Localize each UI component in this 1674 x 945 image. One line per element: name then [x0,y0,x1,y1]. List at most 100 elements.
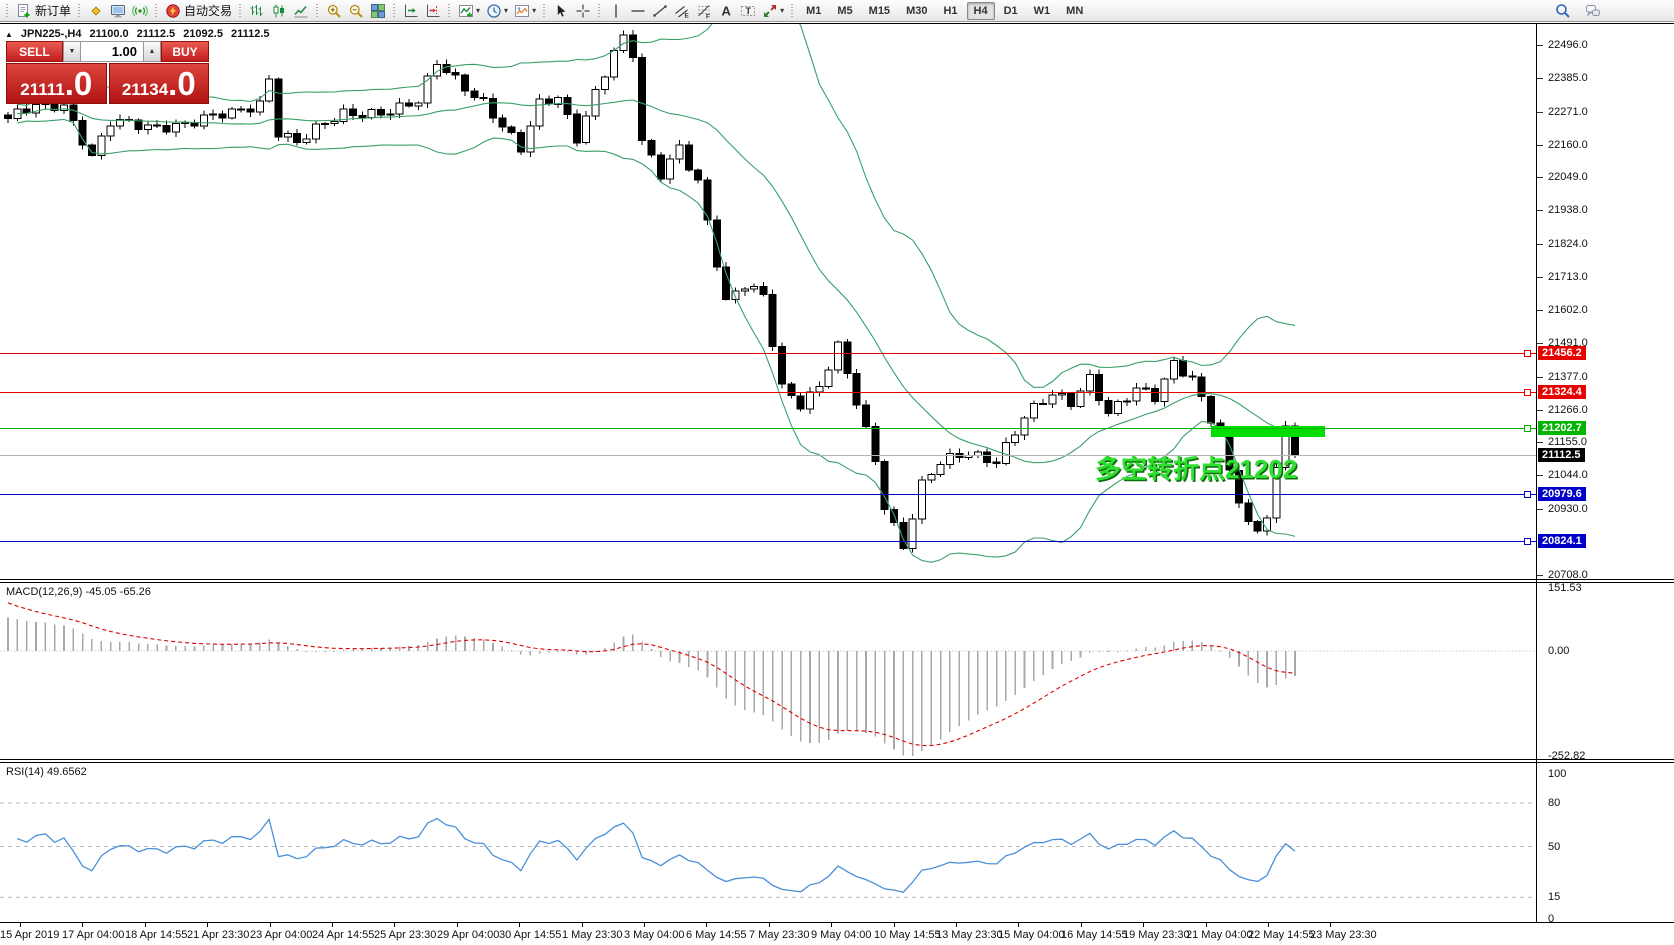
autotrading-label: 自动交易 [184,4,233,18]
candlestick-chart-icon [271,3,287,19]
signal-button[interactable] [129,1,151,21]
chevron-down-icon[interactable]: ▾ [780,6,785,15]
autotrading-button[interactable]: 自动交易 [162,1,235,21]
terminal-button[interactable] [107,1,129,21]
buy-button[interactable]: BUY [161,41,209,62]
price-tick-label: 22271.0 [1548,106,1588,118]
horizontal-line-object[interactable] [0,541,1536,542]
volume-input[interactable]: 1.00 [81,41,143,62]
timeframe-h1-button[interactable]: H1 [943,4,958,17]
time-tick [1018,923,1019,927]
rsi-indicator-panel[interactable] [0,763,1536,922]
zoom-in-button[interactable] [323,1,345,21]
time-axis[interactable]: 15 Apr 2019 17 Apr 04:00 18 Apr 14:55 21 Ap… [0,923,1674,945]
search-button[interactable] [1552,1,1574,21]
chat-button[interactable] [1582,1,1604,21]
time-tick [82,923,83,927]
zoom-out-button[interactable] [345,1,367,21]
fibonacci-button[interactable]: F [693,1,715,21]
signal-icon [132,3,148,19]
horizontal-line-button[interactable] [627,1,649,21]
line-anchor-marker[interactable] [1524,389,1531,396]
timeframe-d1-button[interactable]: D1 [1003,4,1018,17]
templates-button[interactable]: ▾ [511,1,539,21]
cursor-button[interactable] [550,1,572,21]
svg-text:F: F [706,13,710,19]
time-tick [1268,923,1269,927]
vertical-line-button[interactable] [605,1,627,21]
timeframe-m15-button[interactable]: M15 [868,4,891,17]
bar-chart-button[interactable] [246,1,268,21]
timeframe-m30-button[interactable]: M30 [906,4,928,17]
price-tick [1537,277,1543,278]
trendline-button[interactable] [649,1,671,21]
toolbar-grip [541,2,547,19]
timeframe-w1-button[interactable]: W1 [1033,4,1051,17]
text-button[interactable]: A [715,1,737,21]
ohlc-low: 21092.5 [183,28,223,40]
indicators-button[interactable]: ▾ [455,1,483,21]
chart-annotation-text[interactable]: 多空转折点21202 [1095,454,1298,484]
buy-price-frac: .0 [168,65,196,102]
horizontal-line-object[interactable] [0,353,1536,354]
time-tick [519,923,520,927]
line-anchor-marker[interactable] [1524,425,1531,432]
panel-separator[interactable] [0,579,1674,583]
line-anchor-marker[interactable] [1524,491,1531,498]
text-icon: A [718,3,734,19]
tile-windows-button[interactable] [367,1,389,21]
price-tick-label: 22385.0 [1548,72,1588,84]
profiles-button[interactable] [85,1,107,21]
ohlc-close: 21112.5 [230,28,270,40]
chevron-down-icon[interactable]: ▾ [504,6,509,15]
crosshair-button[interactable] [572,1,594,21]
line-chart-button[interactable] [290,1,312,21]
periods-icon [486,3,502,19]
buy-price-display[interactable]: 21134.0 [108,63,209,104]
volume-increase-button[interactable]: ▲ [143,41,161,62]
line-anchor-marker[interactable] [1524,350,1531,357]
macd-axis-label: 0.00 [1548,645,1570,657]
timeframe-m1-button[interactable]: M1 [806,4,822,17]
chevron-down-icon[interactable]: ▾ [532,6,537,15]
ohlc-open: 21100.0 [89,28,129,40]
time-tick [1330,923,1331,927]
new-order-button[interactable]: 新订单 [13,1,74,21]
chart-shift-button[interactable] [422,1,444,21]
macd-indicator-panel[interactable] [0,583,1536,760]
timeframe-h4-button[interactable]: H4 [966,1,995,20]
terminal-icon [110,3,126,19]
highlight-segment[interactable] [1211,426,1325,437]
new-order-label: 新订单 [35,4,72,18]
timeframe-m5-button[interactable]: M5 [837,4,853,17]
collapse-arrow-icon[interactable]: ▲ [5,29,13,39]
arrows-button[interactable]: ▾ [759,1,787,21]
rsi-label: RSI(14) 49.6562 [6,766,87,778]
equidistant-channel-button[interactable]: E [671,1,693,21]
volume-decrease-button[interactable]: ▼ [63,41,81,62]
candlestick-chart-button[interactable] [268,1,290,21]
horizontal-line-object[interactable] [0,392,1536,393]
time-tick [1143,923,1144,927]
auto-scroll-button[interactable] [400,1,422,21]
sell-button[interactable]: SELL [6,41,63,62]
periods-button[interactable]: ▾ [483,1,511,21]
horizontal-line-object[interactable] [0,428,1536,429]
chevron-down-icon[interactable]: ▾ [476,6,481,15]
line-chart-icon [293,3,309,19]
macd-canvas [0,602,1536,756]
svg-text:A: A [722,3,732,18]
price-tick [1537,377,1543,378]
line-anchor-marker[interactable] [1524,538,1531,545]
main-chart-plot[interactable]: ▲ JPN225-,H4 21100.0 21112.5 21092.5 211… [0,24,1536,580]
text-label-button[interactable]: T [737,1,759,21]
sell-price-frac: .0 [64,65,93,102]
sell-price-display[interactable]: 21111.0 [6,63,107,104]
price-axis[interactable]: 22496.0 22385.0 22271.0 22160.0 22049.0 21938… [1536,22,1674,945]
panel-separator[interactable] [0,759,1674,763]
sell-price-int: 21111 [20,80,65,99]
horizontal-line-icon [630,3,646,19]
timeframe-mn-button[interactable]: MN [1066,4,1084,17]
price-tick [1537,410,1543,411]
horizontal-line-object[interactable] [0,494,1536,495]
